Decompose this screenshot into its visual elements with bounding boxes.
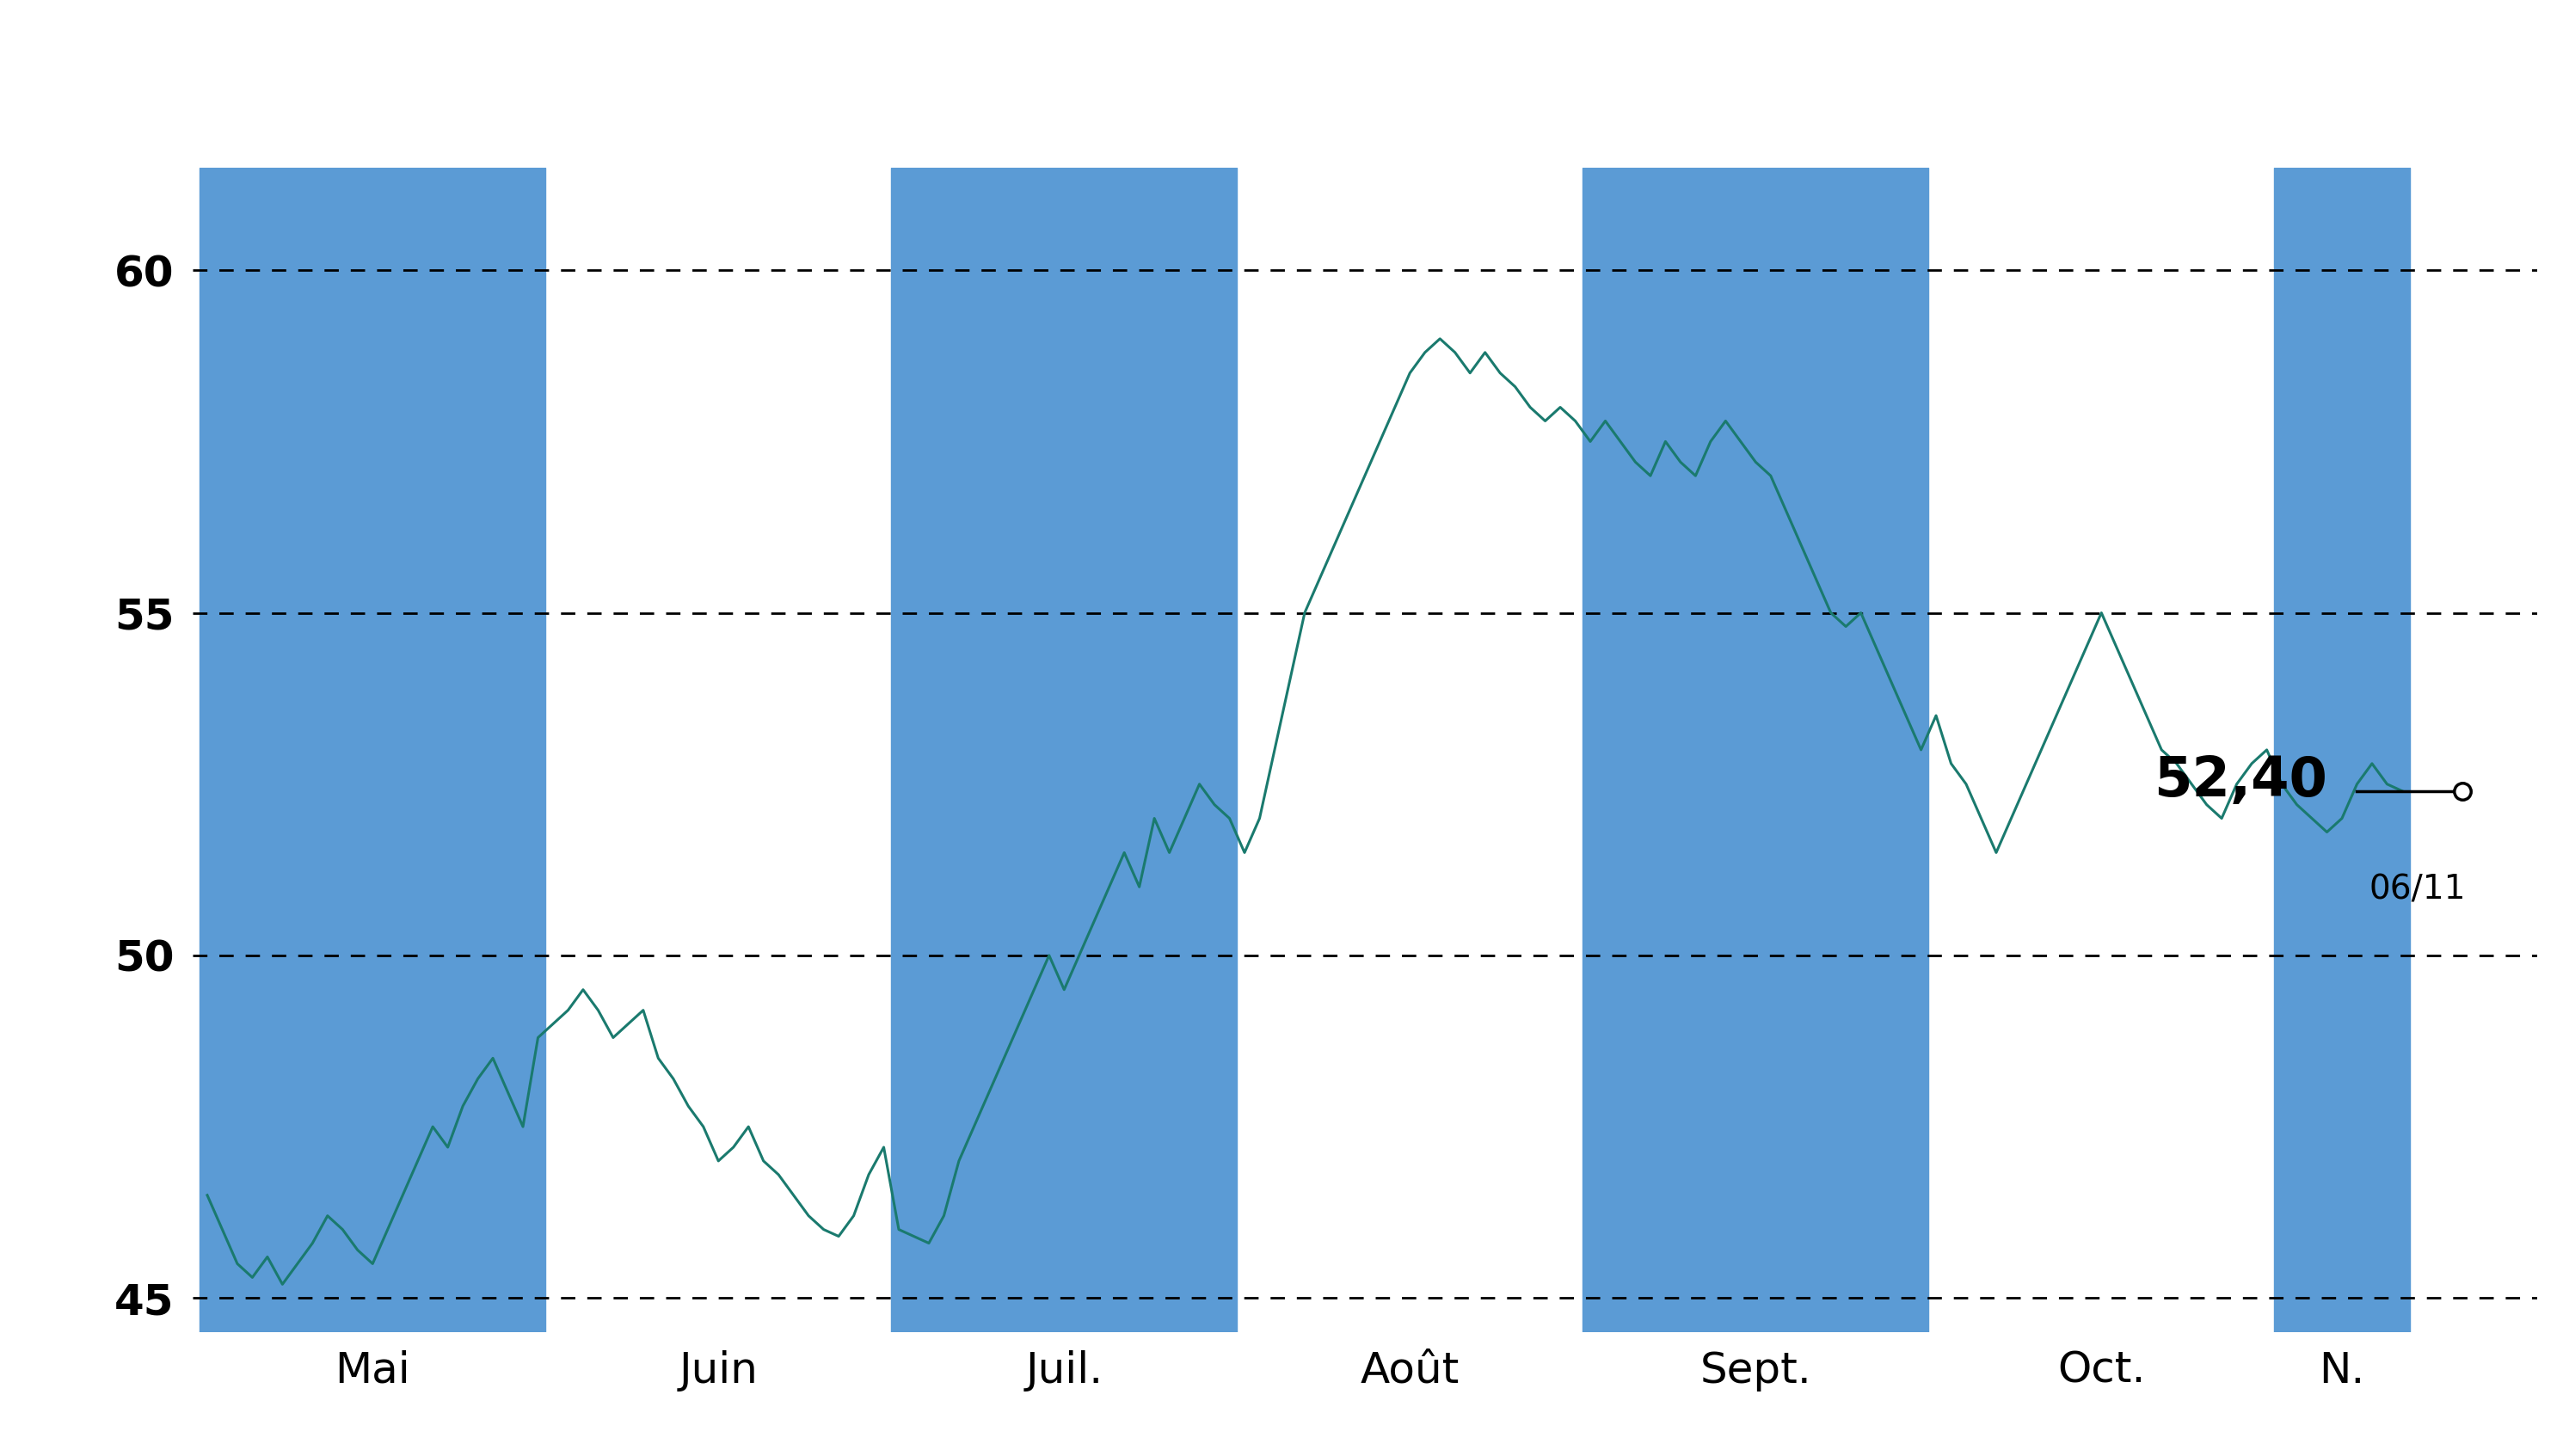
Bar <box>1584 167 1927 1332</box>
Bar <box>2273 167 2409 1332</box>
Text: SNP Schneider-Neureither & Partner SE: SNP Schneider-Neureither & Partner SE <box>320 42 2243 125</box>
Bar <box>200 167 546 1332</box>
Bar <box>892 167 1238 1332</box>
Text: 52,40: 52,40 <box>2153 754 2327 807</box>
Text: 06/11: 06/11 <box>2368 874 2466 906</box>
